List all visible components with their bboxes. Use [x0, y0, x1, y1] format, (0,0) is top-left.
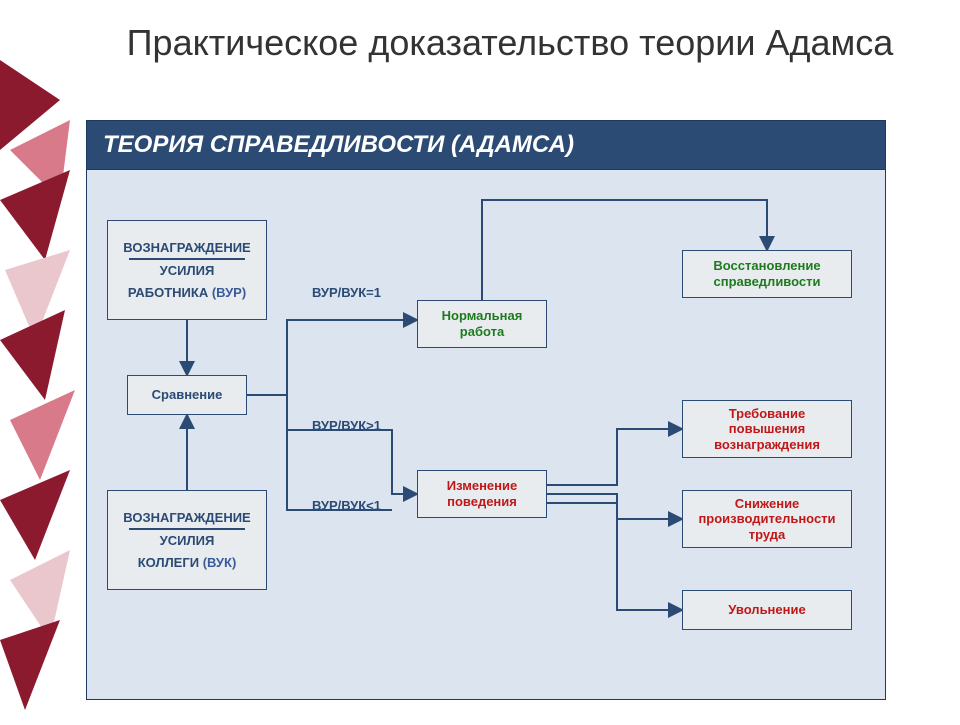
colleague-effort: УСИЛИЯ — [160, 533, 215, 549]
colleague-reward: ВОЗНАГРАЖДЕНИЕ — [123, 510, 250, 526]
diagram-body: ВОЗНАГРАЖДЕНИЕ УСИЛИЯ РАБОТНИКА (ВУР) Ср… — [87, 170, 885, 698]
node-colleague-ratio: ВОЗНАГРАЖДЕНИЕ УСИЛИЯ КОЛЛЕГИ (ВУК) — [107, 490, 267, 590]
divider-line — [129, 258, 246, 260]
colleague-suffix: КОЛЛЕГИ (ВУК) — [138, 555, 237, 571]
worker-effort: УСИЛИЯ — [160, 263, 215, 279]
node-lower-productivity: Снижение производительности труда — [682, 490, 852, 548]
node-compare: Сравнение — [127, 375, 247, 415]
diagram-container: ТЕОРИЯ СПРАВЕДЛИВОСТИ (АДАМСА) — [86, 120, 886, 700]
node-change-behavior: Изменение поведения — [417, 470, 547, 518]
label-lt1: ВУР/ВУК<1 — [312, 498, 381, 513]
worker-reward: ВОЗНАГРАЖДЕНИЕ — [123, 240, 250, 256]
label-eq1: ВУР/ВУК=1 — [312, 285, 381, 300]
diagram-header: ТЕОРИЯ СПРАВЕДЛИВОСТИ (АДАМСА) — [87, 121, 885, 170]
label-gt1: ВУР/ВУК>1 — [312, 418, 381, 433]
divider-line — [129, 528, 246, 530]
node-worker-ratio: ВОЗНАГРАЖДЕНИЕ УСИЛИЯ РАБОТНИКА (ВУР) — [107, 220, 267, 320]
node-dismissal: Увольнение — [682, 590, 852, 630]
slide-title: Практическое доказательство теории Адамс… — [0, 0, 960, 75]
node-demand-raise: Требование повышения вознаграждения — [682, 400, 852, 458]
worker-suffix: РАБОТНИКА (ВУР) — [128, 285, 246, 301]
node-normal-work: Нормальная работа — [417, 300, 547, 348]
node-restore-justice: Восстановление справедливости — [682, 250, 852, 298]
